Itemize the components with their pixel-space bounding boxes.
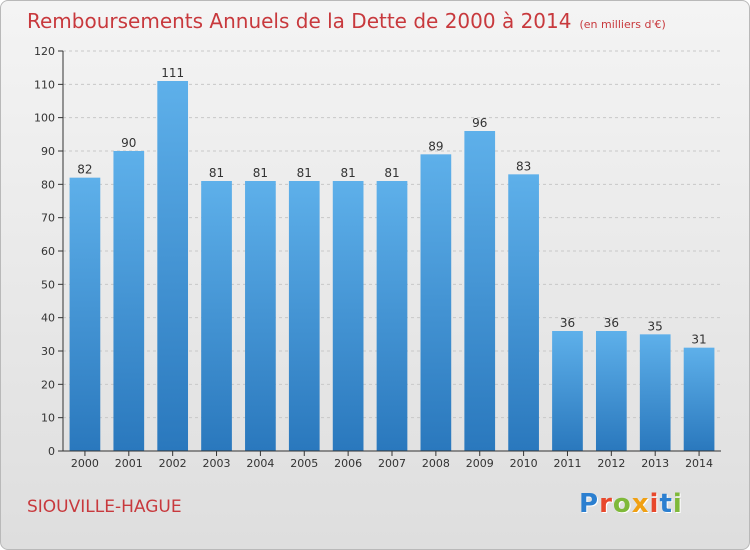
x-tick-label: 2010 [510, 457, 538, 470]
data-label: 31 [691, 333, 706, 347]
bar [595, 331, 627, 451]
logo-letter: x [631, 489, 650, 519]
bar [464, 131, 496, 451]
x-tick-label: 2000 [71, 457, 99, 470]
title-text: Remboursements Annuels de la Dette de 20… [27, 9, 572, 33]
y-tick-label: 80 [41, 178, 55, 191]
bar [639, 334, 671, 451]
chart-title: Remboursements Annuels de la Dette de 20… [27, 9, 666, 33]
y-tick-label: 120 [34, 45, 55, 58]
data-label: 96 [472, 116, 487, 130]
data-label: 81 [253, 166, 268, 180]
data-label: 81 [340, 166, 355, 180]
bar [245, 181, 276, 451]
logo-letter: t [659, 489, 673, 519]
x-tick-label: 2001 [115, 457, 143, 470]
x-tick-label: 2011 [553, 457, 581, 470]
y-tick-label: 30 [41, 345, 55, 358]
data-label: 81 [297, 166, 312, 180]
bar [332, 181, 364, 451]
logo-letter: P [579, 489, 600, 519]
bar [683, 347, 715, 451]
y-tick-label: 60 [41, 245, 55, 258]
unit-subtitle: (en milliers d'€) [579, 18, 666, 31]
x-tick-label: 2002 [159, 457, 187, 470]
logo-letter: o [612, 489, 632, 519]
data-label: 89 [428, 139, 443, 153]
data-label: 111 [161, 66, 184, 80]
x-tick-label: 2013 [641, 457, 669, 470]
bar [113, 151, 145, 451]
axes: 0 10 20 30 40 50 60 70 80 90 100 110 120 2000 2001 2002… [34, 45, 721, 470]
logo-letter: r [599, 489, 613, 519]
y-tick-label: 10 [41, 412, 55, 425]
x-tick-label: 2014 [685, 457, 713, 470]
bar [157, 81, 189, 451]
y-tick-label: 50 [41, 278, 55, 291]
data-label: 81 [384, 166, 399, 180]
bar [288, 181, 320, 451]
bar [376, 181, 408, 451]
bar [552, 331, 583, 451]
x-tick-label: 2006 [334, 457, 362, 470]
data-label: 81 [209, 166, 224, 180]
bar [420, 154, 452, 452]
logo-letter: i [649, 489, 660, 519]
commune-name: SIOUVILLE-HAGUE [27, 497, 182, 517]
data-label: 90 [121, 136, 136, 150]
x-tick-label: 2004 [246, 457, 274, 470]
data-label: 83 [516, 159, 531, 173]
bar [201, 181, 232, 451]
logo-letter: i [672, 489, 683, 519]
x-tick-label: 2007 [378, 457, 406, 470]
data-label: 36 [560, 316, 575, 330]
y-tick-label: 90 [41, 145, 55, 158]
x-tick-label: 2005 [290, 457, 318, 470]
data-label: 36 [604, 316, 619, 330]
y-tick-label: 0 [48, 445, 55, 458]
bars: 82 90 111 81 81 81 81 81 89 96 83 36 36 35 31 [69, 66, 715, 452]
data-label: 82 [77, 163, 92, 177]
y-tick-label: 110 [34, 78, 55, 91]
x-tick-label: 2009 [466, 457, 494, 470]
bar [508, 174, 539, 452]
data-label: 35 [648, 319, 663, 333]
x-tick-label: 2003 [203, 457, 231, 470]
y-tick-label: 100 [34, 112, 55, 125]
x-tick-label: 2012 [597, 457, 625, 470]
y-tick-label: 40 [41, 312, 55, 325]
proxiti-logo: Proxiti [579, 489, 683, 519]
bar [69, 177, 101, 451]
x-tick-label: 2008 [422, 457, 450, 470]
y-tick-label: 20 [41, 378, 55, 391]
y-tick-label: 70 [41, 212, 55, 225]
